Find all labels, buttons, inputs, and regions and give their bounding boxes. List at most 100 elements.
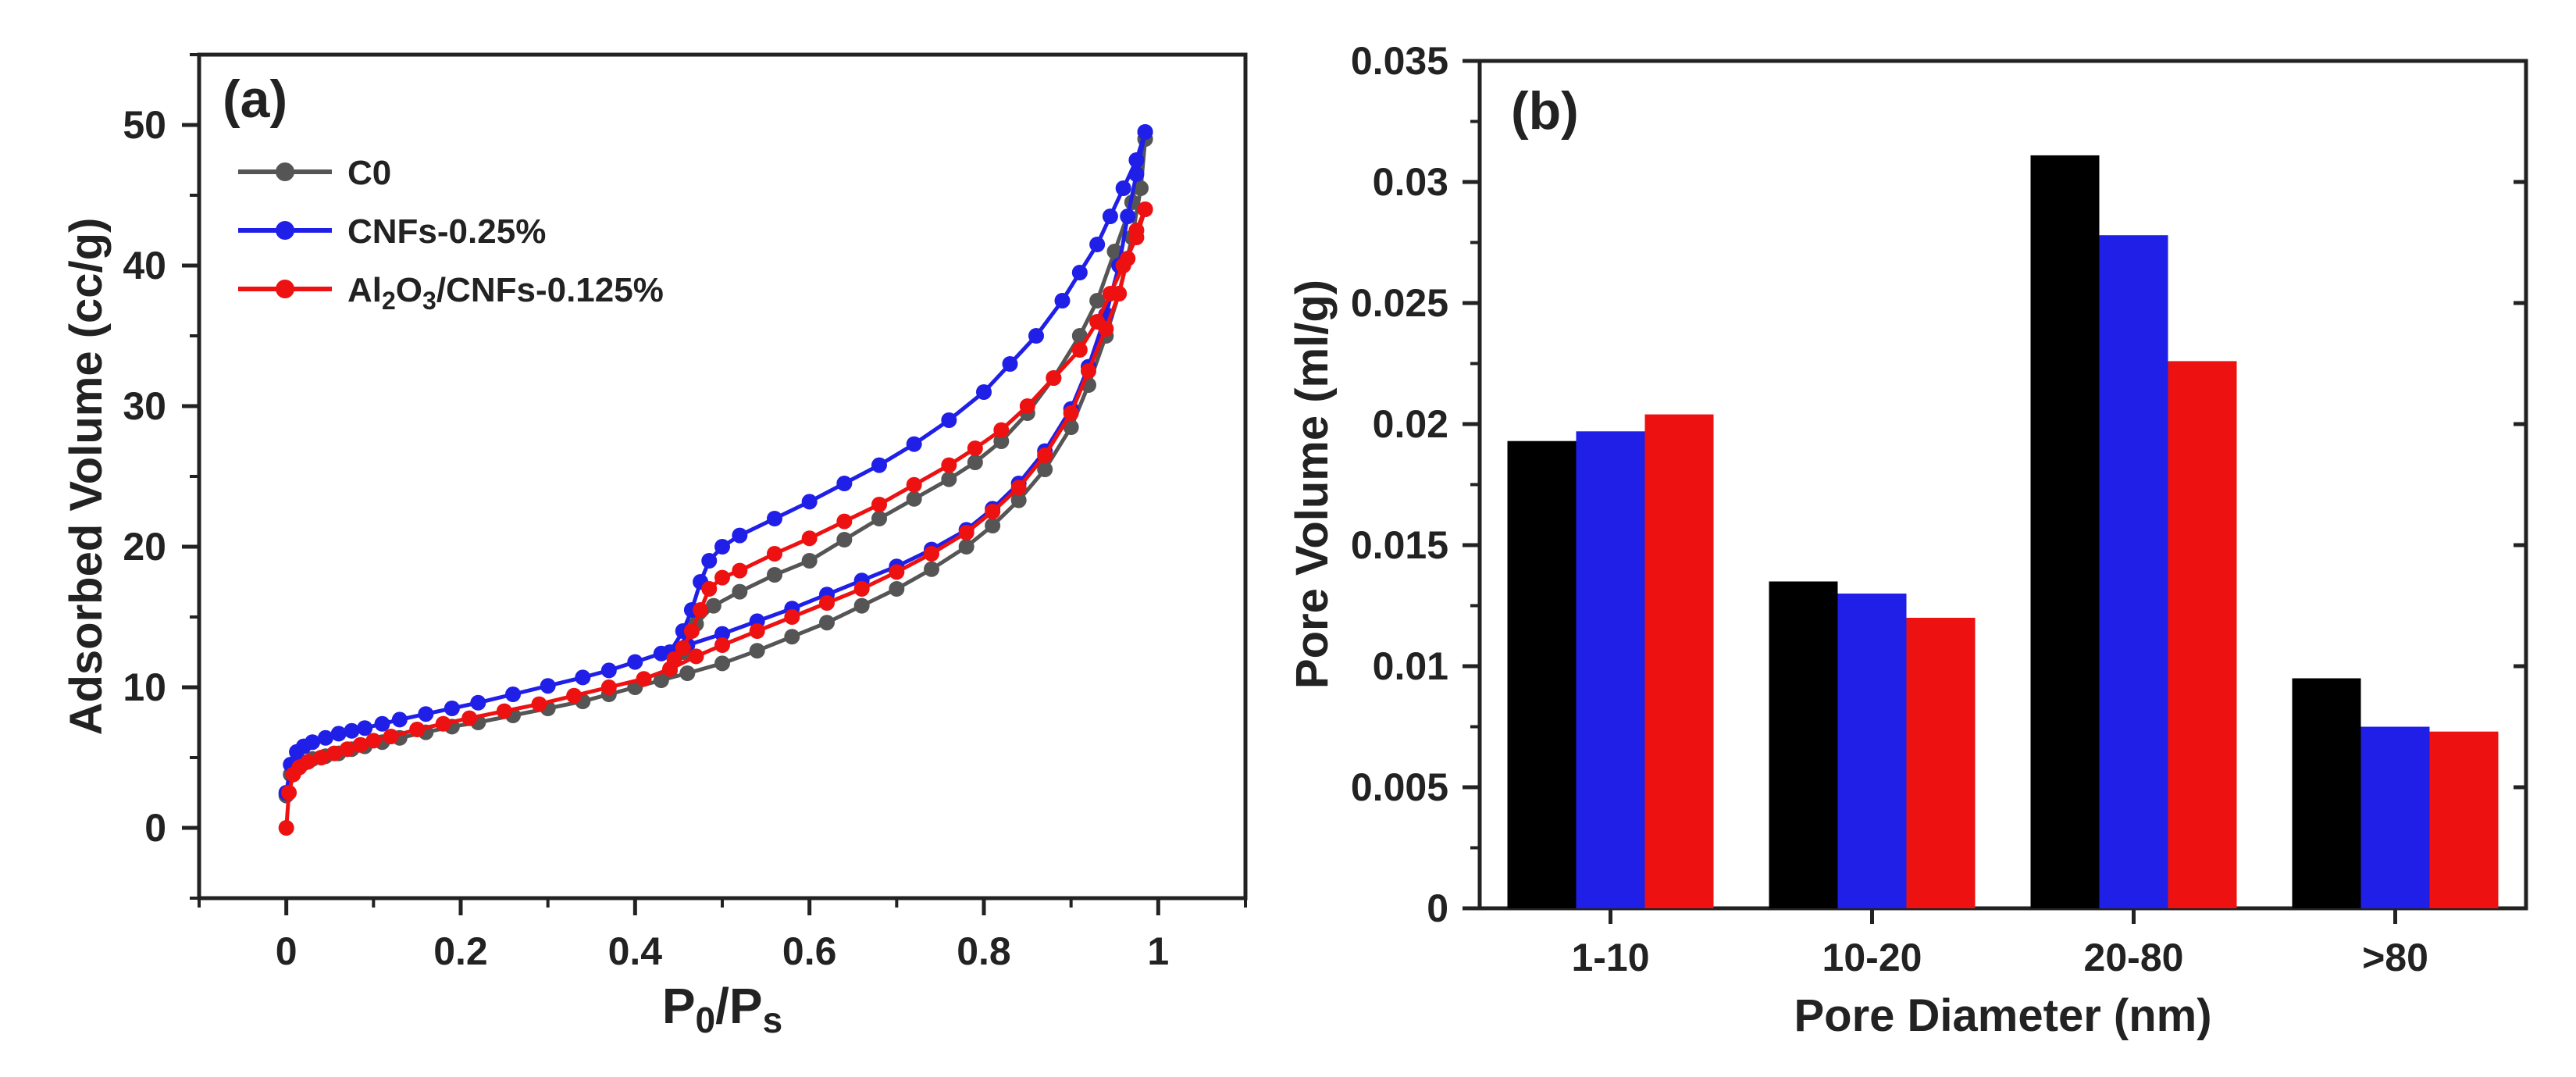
adsorption-point [600,662,617,679]
x-tick-label: 1 [1147,929,1169,973]
adsorption-point [575,669,591,686]
adsorption-point [1081,363,1096,379]
panel-a-series [278,124,1153,836]
y-tick-label: 0.035 [1351,39,1448,83]
adsorption-point [278,820,294,836]
desorption-point [1106,244,1123,259]
legend-label: C0 [347,154,391,192]
desorption-point [666,651,682,667]
adsorption-point [281,785,298,801]
desorption-point [976,384,992,400]
adsorption-point [688,648,704,665]
desorption-point [714,539,730,555]
desorption-point [1071,328,1088,344]
panel-a-y-ticks: 0 10 20 30 40 50 [123,53,199,900]
adsorption-point [461,710,478,726]
panel-a-label: (a) [223,70,287,129]
y-tick-label: 0.03 [1373,160,1448,204]
adsorption-point [819,595,835,611]
legend-text-part: O [396,271,422,309]
adsorption-point [749,623,765,639]
adsorption-point [636,671,652,687]
x-title-p: P [662,978,696,1034]
desorption-point [1089,237,1106,252]
y-tick-label: 0.025 [1351,281,1448,325]
desorption-point [1028,328,1044,344]
panel-b-bars [1507,155,2499,908]
adsorption-point [374,715,390,732]
desorption-point [1002,356,1018,372]
desorption-point [1071,265,1088,280]
adsorption-point [531,696,547,712]
x-title-sub-s: s [763,1000,783,1040]
desorption-point [1046,370,1062,386]
adsorption-point [540,678,556,694]
y-tick-label: 10 [123,665,166,709]
adsorption-point [853,597,870,614]
adsorption-point [313,750,330,765]
desorption-point [1115,180,1131,196]
panel-a-x-ticks: 0 0.2 0.4 0.6 0.8 1 [198,898,1247,973]
bar [2292,678,2361,908]
panel-b-x-axis-title: Pore Diameter (nm) [1794,990,2211,1041]
desorption-point [732,562,748,579]
desorption-point [1089,293,1106,308]
desorption-point [836,476,853,491]
desorption-point [1102,209,1118,224]
desorption-point [714,569,730,586]
adsorption-point [853,581,870,597]
legend-text-part: /CNFs-0.125% [436,271,664,309]
adsorption-point [924,561,939,577]
x-tick-label: >80 [2362,936,2428,979]
desorption-point [767,567,782,583]
adsorption-point [985,518,1001,533]
adsorption-point [352,736,369,753]
desorption-point [1071,342,1088,358]
legend-subscript: 3 [422,287,436,315]
panel-a-legend: C0 CNFs-0.25% Al2O3/CNFs-0.125% [238,154,664,315]
y-tick-label: 0 [144,806,166,850]
desorption-point [967,440,983,456]
legend-label: CNFs-0.25% [347,212,546,251]
y-tick-label: 0.005 [1351,765,1448,809]
adsorption-point [889,564,905,580]
x-tick-label: 0 [276,929,298,973]
y-tick-label: 0.02 [1373,402,1448,446]
panel-b-pore-volume-chart: 0 0.005 0.01 0.015 0.02 0.025 0.03 0.035 1-10 10… [1287,39,2528,1041]
legend-item: CNFs-0.25% [238,212,546,251]
adsorption-point [418,706,434,722]
adsorption-point [1120,209,1136,224]
adsorption-point [365,733,382,749]
desorption-point [732,583,748,600]
x-tick-label: 10-20 [1822,936,1922,979]
x-title-slash-p: /P [715,978,762,1034]
bar [1507,440,1577,908]
y-tick-label: 40 [123,244,166,287]
adsorption-point [300,754,316,770]
adsorption-point [435,715,451,732]
adsorption-point [344,722,360,739]
legend-marker [276,221,294,240]
desorption-point [1102,286,1118,301]
legend-text-part: Al [347,271,382,309]
desorption-point [1019,398,1035,414]
adsorption-point [339,741,355,758]
desorption-point [836,513,853,530]
bar [2168,361,2237,908]
y-tick-label: 0.01 [1373,644,1448,688]
adsorption-point [1010,492,1027,508]
series-al2o3-cnfs-0-125- [278,201,1153,836]
desorption-point [1137,124,1153,140]
adsorption-point [714,626,730,642]
legend-label: Al2O3/CNFs-0.125% [347,271,664,315]
desorption-point [801,530,818,547]
x-tick-label: 0.8 [957,929,1011,973]
desorption-point [871,457,887,473]
x-tick-label: 0.2 [433,929,488,973]
desorption-point [1054,293,1071,308]
adsorption-point [714,637,730,653]
adsorption-point [600,679,617,695]
adsorption-point [1063,405,1079,421]
